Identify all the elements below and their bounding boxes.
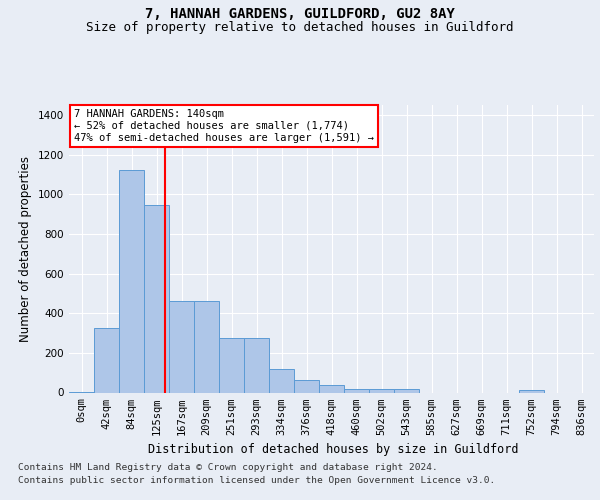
Bar bbox=[94, 328, 119, 392]
Text: 7 HANNAH GARDENS: 140sqm
← 52% of detached houses are smaller (1,774)
47% of sem: 7 HANNAH GARDENS: 140sqm ← 52% of detach… bbox=[74, 110, 374, 142]
Bar bbox=[344, 388, 369, 392]
Y-axis label: Number of detached properties: Number of detached properties bbox=[19, 156, 32, 342]
Bar bbox=[294, 380, 319, 392]
Bar bbox=[194, 302, 219, 392]
Bar bbox=[519, 390, 544, 392]
Bar bbox=[144, 205, 169, 392]
Text: Contains public sector information licensed under the Open Government Licence v3: Contains public sector information licen… bbox=[18, 476, 495, 485]
Bar bbox=[269, 368, 294, 392]
Bar bbox=[319, 385, 344, 392]
Text: Contains HM Land Registry data © Crown copyright and database right 2024.: Contains HM Land Registry data © Crown c… bbox=[18, 464, 438, 472]
Bar bbox=[369, 388, 394, 392]
Bar bbox=[394, 388, 419, 392]
Text: 7, HANNAH GARDENS, GUILDFORD, GU2 8AY: 7, HANNAH GARDENS, GUILDFORD, GU2 8AY bbox=[145, 8, 455, 22]
Bar bbox=[219, 338, 244, 392]
Bar bbox=[169, 302, 194, 392]
Text: Distribution of detached houses by size in Guildford: Distribution of detached houses by size … bbox=[148, 442, 518, 456]
Bar bbox=[244, 338, 269, 392]
Text: Size of property relative to detached houses in Guildford: Size of property relative to detached ho… bbox=[86, 21, 514, 34]
Bar bbox=[119, 170, 144, 392]
